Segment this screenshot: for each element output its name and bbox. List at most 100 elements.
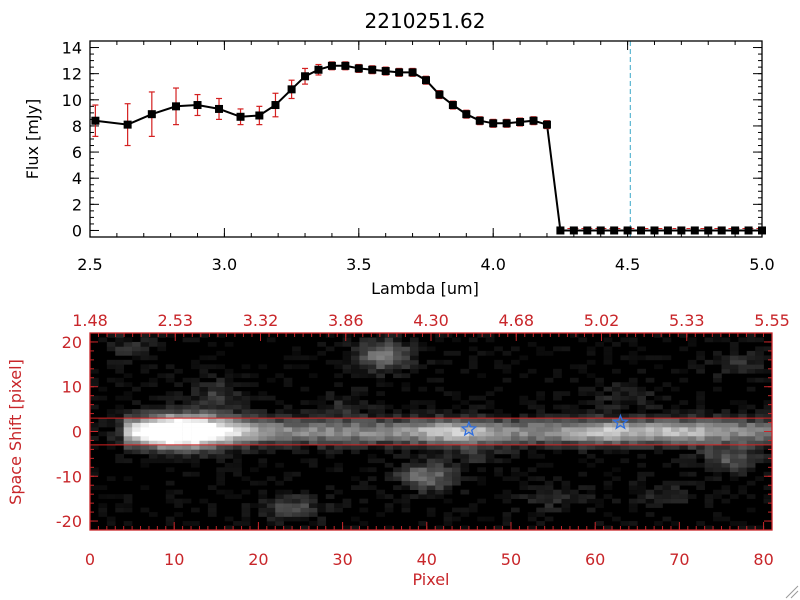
image-pixel xyxy=(494,364,503,370)
image-pixel xyxy=(342,400,352,405)
image-pixel xyxy=(468,453,478,459)
image-pixel xyxy=(191,377,200,383)
image-pixel xyxy=(334,462,343,468)
image-pixel xyxy=(106,364,116,370)
image-pixel xyxy=(342,503,352,508)
image-x-axis-label: Pixel xyxy=(412,570,449,589)
image-pixel xyxy=(90,435,99,441)
data-point xyxy=(381,67,390,76)
data-point xyxy=(408,68,417,77)
image-pixel xyxy=(249,449,259,455)
image-pixel xyxy=(553,404,562,410)
image-pixel xyxy=(292,431,301,437)
image-pixel xyxy=(612,391,621,396)
image-pixel xyxy=(586,359,596,365)
image-pixel xyxy=(654,485,663,491)
image-pixel xyxy=(502,435,512,441)
wavelength-tick-label: 3.32 xyxy=(243,311,279,330)
image-pixel xyxy=(603,485,613,491)
image-pixel xyxy=(165,422,175,428)
image-pixel xyxy=(536,485,545,491)
image-pixel xyxy=(452,404,461,410)
image-pixel xyxy=(384,333,394,338)
image-pixel xyxy=(426,409,436,414)
image-pixel xyxy=(409,413,419,419)
image-pixel xyxy=(713,418,722,423)
image-pixel xyxy=(544,377,554,383)
image-pixel xyxy=(342,422,352,428)
image-pixel xyxy=(359,359,369,365)
image-pixel xyxy=(544,489,554,495)
image-pixel xyxy=(418,413,428,419)
y-tick-label: 4 xyxy=(72,169,82,188)
image-pixel xyxy=(317,503,327,508)
image-pixel xyxy=(477,404,487,410)
image-pixel xyxy=(443,485,453,491)
image-pixel xyxy=(182,435,192,441)
image-pixel xyxy=(763,409,773,414)
image-pixel xyxy=(292,346,301,352)
image-pixel xyxy=(578,422,588,428)
image-pixel xyxy=(603,346,613,352)
image-pixel xyxy=(409,364,419,370)
image-pixel xyxy=(687,471,697,477)
image-pixel xyxy=(713,494,722,499)
image-pixel xyxy=(182,440,192,446)
image-pixel xyxy=(460,476,470,482)
image-pixel xyxy=(300,427,310,432)
image-pixel xyxy=(755,458,764,464)
image-pixel xyxy=(233,435,242,441)
image-pixel xyxy=(342,359,352,365)
image-pixel xyxy=(460,440,470,446)
pixel-tick-label: 10 xyxy=(164,550,184,569)
image-pixel xyxy=(140,485,150,491)
image-pixel xyxy=(300,364,310,370)
image-pixel xyxy=(207,418,217,423)
image-pixel xyxy=(561,391,571,396)
image-pixel xyxy=(696,462,705,468)
image-pixel xyxy=(763,435,773,441)
image-pixel xyxy=(729,444,739,450)
data-point xyxy=(475,116,484,125)
shift-tick-label: 20 xyxy=(62,333,82,352)
image-pixel xyxy=(376,431,385,437)
image-pixel xyxy=(502,458,512,464)
data-point xyxy=(596,226,605,235)
image-pixel xyxy=(443,449,453,455)
image-pixel xyxy=(452,337,461,343)
image-pixel xyxy=(477,458,487,464)
image-pixel xyxy=(351,409,360,414)
image-pixel xyxy=(376,404,385,410)
image-pixel xyxy=(241,516,251,522)
image-pixel xyxy=(275,418,284,423)
image-pixel xyxy=(721,431,731,437)
image-pixel xyxy=(729,476,739,482)
image-pixel xyxy=(561,418,571,423)
image-pixel xyxy=(401,382,411,388)
image-pixel xyxy=(620,382,630,388)
pixel-tick-label: 30 xyxy=(332,550,352,569)
image-pixel xyxy=(115,333,124,338)
resize-grip-icon[interactable] xyxy=(785,585,799,599)
data-point xyxy=(489,119,498,128)
image-pixel xyxy=(721,368,731,374)
image-pixel xyxy=(409,400,419,405)
image-pixel xyxy=(98,494,108,499)
image-pixel xyxy=(376,377,385,383)
image-pixel xyxy=(292,435,301,441)
image-pixel xyxy=(191,458,200,464)
image-pixel xyxy=(98,337,108,343)
image-pixel xyxy=(460,449,470,455)
image-pixel xyxy=(763,431,773,437)
image-pixel xyxy=(443,435,453,441)
image-pixel xyxy=(729,422,739,428)
image-pixel xyxy=(115,377,124,383)
image-pixel xyxy=(376,400,385,405)
image-pixel xyxy=(704,467,714,473)
image-pixel xyxy=(207,382,217,388)
image-pixel xyxy=(249,440,259,446)
image-pixel xyxy=(603,359,613,365)
image-pixel xyxy=(376,427,385,432)
image-pixel xyxy=(443,453,453,459)
image-pixel xyxy=(224,444,234,450)
